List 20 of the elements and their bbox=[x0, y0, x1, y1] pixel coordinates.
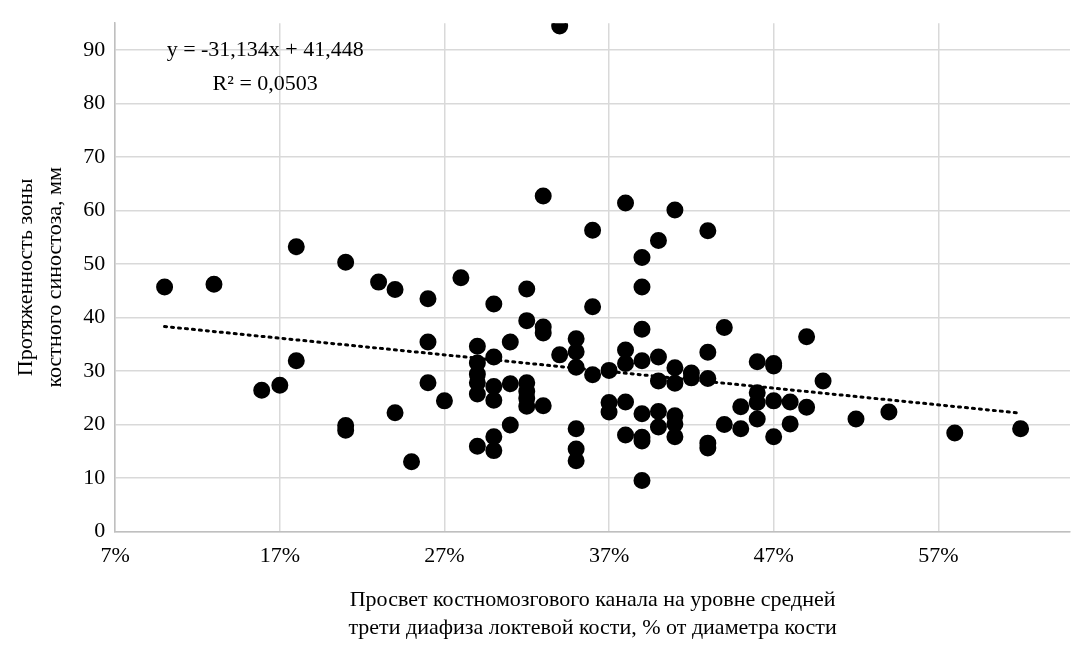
y-tick-label: 80 bbox=[83, 89, 106, 115]
x-tick-label: 37% bbox=[588, 542, 630, 568]
y-axis-title: Протяженность зоны костного синостоза, мм bbox=[12, 166, 66, 388]
y-tick-label: 20 bbox=[83, 410, 106, 436]
y-tick-label: 10 bbox=[83, 463, 106, 489]
y-tick-label: 40 bbox=[83, 303, 106, 329]
y-tick-label: 90 bbox=[83, 35, 106, 61]
y-tick-label: 30 bbox=[83, 356, 106, 382]
y-tick-label: 0 bbox=[94, 517, 106, 543]
x-tick-label: 27% bbox=[424, 542, 465, 568]
x-axis-title: Просвет костномозгового канала на уровне средней трети диафиза локтевой кости, % от диаметра кости bbox=[348, 585, 837, 640]
y-tick-label: 50 bbox=[83, 249, 106, 275]
y-tick-label: 70 bbox=[83, 142, 106, 168]
annotation: y = -31,134x + 41,448 bbox=[166, 35, 364, 61]
x-tick-label: 57% bbox=[918, 542, 959, 568]
x-tick-label: 17% bbox=[259, 542, 300, 568]
x-tick-label: 7% bbox=[100, 542, 130, 568]
annotation: R² = 0,0503 bbox=[212, 69, 318, 95]
y-tick-label: 60 bbox=[83, 196, 106, 222]
x-tick-label: 47% bbox=[753, 542, 794, 568]
